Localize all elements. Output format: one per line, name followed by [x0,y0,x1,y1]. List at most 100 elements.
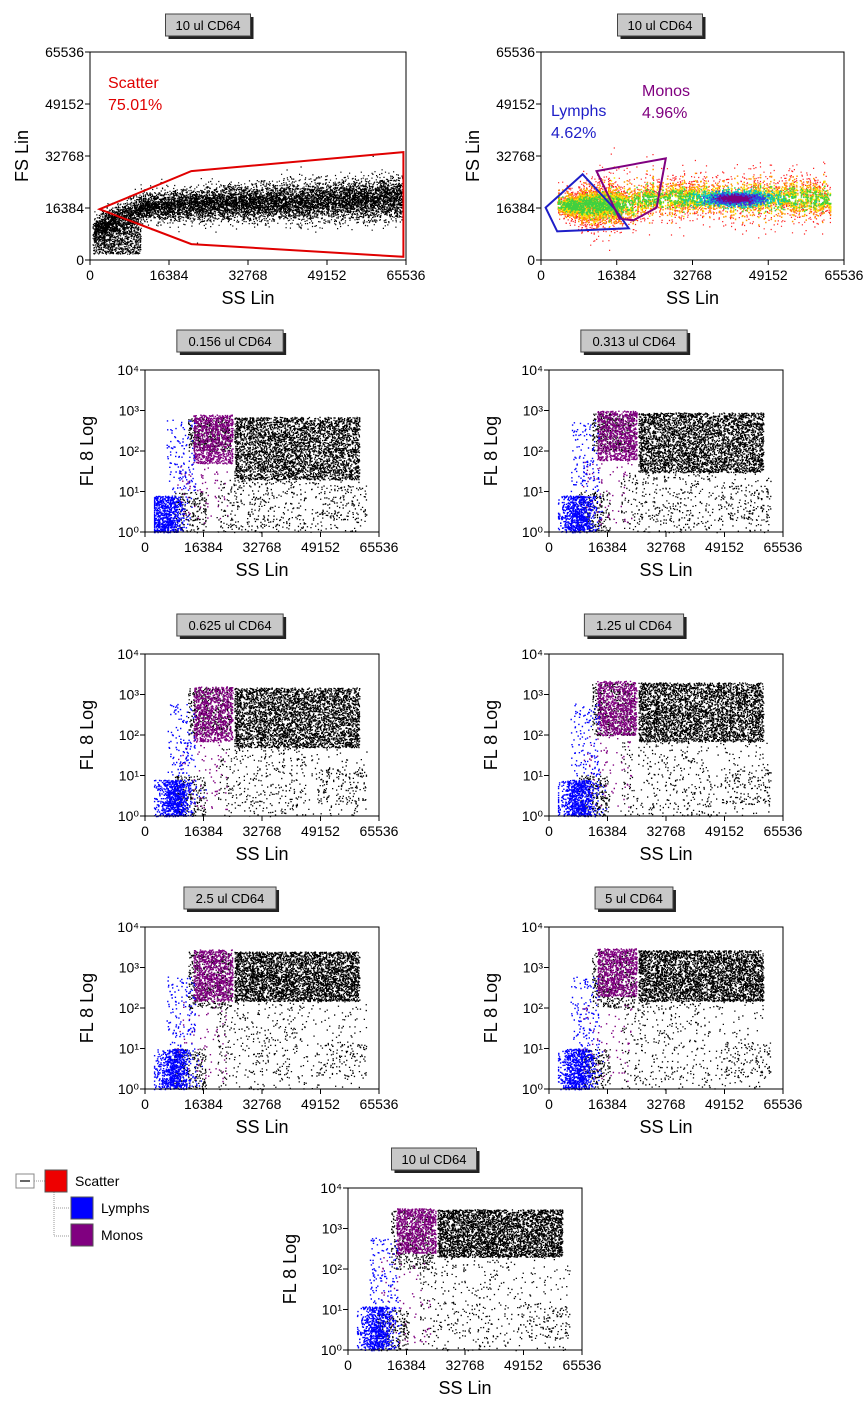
y-axis-label: FL 8 Log [280,1234,300,1304]
y-tick-label: 10¹ [119,768,140,784]
title-background [183,886,277,910]
x-axis-label: SS Lin [666,288,719,308]
x-tick-label: 16384 [184,1096,223,1112]
x-tick-label: 32768 [243,539,282,555]
x-tick-label: 0 [344,1357,352,1373]
y-tick-label: 10¹ [322,1302,343,1318]
x-tick-label: 0 [545,539,553,555]
plot-title-box: 2.5 ul CD64 [183,886,280,912]
plot-axes: 0 16384 32768 49152 65536 0 16384 32768 49152 655… [463,44,864,308]
other-events [173,416,368,534]
lymphs-events [153,419,197,534]
plot-title: 2.5 ul CD64 [196,891,265,906]
x-tick-label: 49152 [301,1096,340,1112]
x-tick-label: 65536 [764,823,803,839]
monos-legend-label: Monos [101,1227,143,1243]
x-tick-label: 49152 [504,1357,543,1373]
x-tick-label: 49152 [705,823,744,839]
y-tick-label: 10⁴ [521,646,543,662]
x-tick-label: 32768 [243,823,282,839]
other-events [173,687,368,818]
y-tick-label: 10² [322,1261,343,1277]
plot-title: 0.313 ul CD64 [592,334,675,349]
x-tick-label: 65536 [360,539,399,555]
lymphs-color-swatch [70,1196,94,1220]
y-tick-label: 10³ [523,960,544,976]
plot-axes: 0 16384 32768 49152 65536 10⁰ 10¹ 10² 10³ 10⁴ SS L… [77,362,399,580]
y-tick-label: 10¹ [119,484,140,500]
monos-events [581,948,638,1082]
event-cloud [356,1208,571,1352]
x-tick-label: 65536 [360,823,399,839]
y-tick-label: 10¹ [119,1041,140,1057]
x-tick-label: 49152 [749,267,788,283]
monos-gate-percent: 4.96% [642,105,687,122]
other-events [577,950,772,1091]
density-cloud [557,147,832,251]
y-tick-label: 65536 [45,44,84,60]
y-tick-label: 16384 [496,200,535,216]
x-tick-label: 16384 [597,267,636,283]
y-tick-label: 10³ [119,403,140,419]
y-tick-label: 10⁴ [320,1180,342,1196]
y-tick-label: 10² [119,727,140,743]
x-tick-label: 49152 [301,539,340,555]
y-tick-label: 10⁰ [118,1081,140,1097]
plot-title-box: 10 ul CD64 [391,1147,480,1173]
monos-events [177,414,234,524]
title-background [165,13,251,37]
y-tick-label: 10³ [322,1221,343,1237]
y-tick-label: 0 [76,252,84,268]
x-tick-label: 0 [545,823,553,839]
lymphs-gate-name: Lymphs [551,103,606,120]
x-tick-label: 0 [141,539,149,555]
x-tick-label: 65536 [563,1357,602,1373]
y-axis-label: FS Lin [463,130,483,182]
x-tick-label: 16384 [588,823,627,839]
x-tick-label: 0 [86,267,94,283]
density-layer [712,193,756,205]
lymphs-events [557,703,608,818]
plot-title: 5 ul CD64 [605,891,663,906]
plot-title: 0.625 ul CD64 [188,618,271,633]
x-tick-label: 65536 [764,539,803,555]
other-events [578,682,772,818]
y-axis-label: FS Lin [12,130,32,182]
scatter-events [92,155,404,255]
plot-title-box: 0.625 ul CD64 [176,613,287,639]
x-tick-label: 16384 [150,267,189,283]
event-cloud [557,680,772,818]
other-events [173,951,368,1091]
y-tick-label: 10⁴ [117,646,139,662]
y-tick-label: 10¹ [523,484,544,500]
x-tick-label: 49152 [705,1096,744,1112]
title-background [580,329,688,353]
x-axis-label: SS Lin [639,844,692,864]
y-tick-label: 65536 [496,44,535,60]
monos-color-swatch [70,1223,94,1247]
title-background [391,1147,477,1171]
y-tick-label: 10⁰ [522,524,544,540]
monos-events [381,1208,437,1344]
x-tick-label: 16384 [588,1096,627,1112]
x-axis-label: SS Lin [221,288,274,308]
y-tick-label: 10³ [523,403,544,419]
y-tick-label: 10⁴ [117,919,139,935]
x-tick-label: 65536 [825,267,864,283]
y-tick-label: 10⁴ [117,362,139,378]
scatter-gate-polygon [96,151,405,258]
plot-axes: 0 16384 32768 49152 65536 0 16384 32768 49152 655… [12,44,426,308]
x-tick-label: 49152 [308,267,347,283]
y-tick-label: 49152 [45,96,84,112]
x-tick-label: 16384 [588,539,627,555]
gate-hierarchy-legend: Scatter Lymphs Monos [15,1169,150,1247]
x-tick-label: 65536 [360,1096,399,1112]
y-axis-label: FL 8 Log [77,973,97,1043]
y-tick-label: 10² [119,1000,140,1016]
plot-title: 1.25 ul CD64 [596,618,672,633]
plot-axes: 0 16384 32768 49152 65536 10⁰ 10¹ 10² 10³ 10⁴ SS L… [77,646,399,864]
plot-title-box: 10 ul CD64 [617,13,706,39]
y-tick-label: 10¹ [523,1041,544,1057]
y-tick-label: 32768 [496,148,535,164]
plot-axes: 0 16384 32768 49152 65536 10⁰ 10¹ 10² 10³ 10⁴ SS L… [280,1180,602,1398]
